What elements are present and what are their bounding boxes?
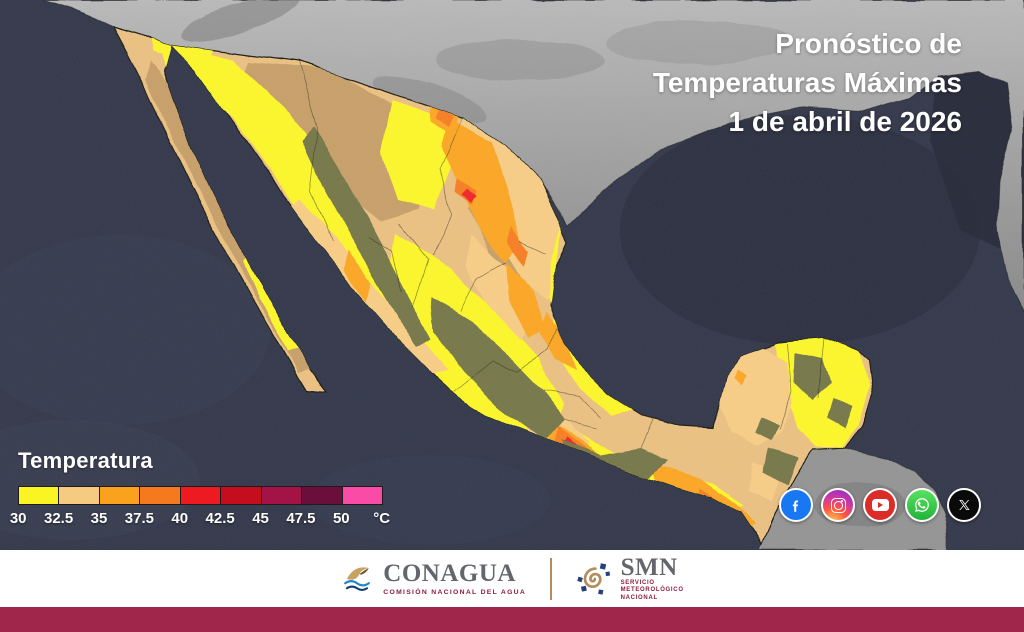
legend-segment: [59, 487, 100, 504]
title-line-2: Temperaturas Máximas: [652, 67, 962, 98]
legend-tick: 32.5: [43, 510, 74, 527]
play-glyph: [871, 499, 889, 511]
map-title: Pronóstico de Temperaturas Máximas 1 de …: [653, 24, 962, 141]
map-area: Pronóstico de Temperaturas Máximas 1 de …: [0, 0, 1024, 550]
legend-tick: 50: [332, 510, 350, 527]
legend-tick: 37.5: [124, 510, 154, 527]
legend-tick: 35: [90, 510, 108, 527]
legend-segment: [99, 487, 141, 504]
smn-tagline: SERVICIO METEOROLÓGICO NACIONAL: [620, 579, 684, 601]
legend-segment: [342, 487, 382, 504]
title-line-1: Pronóstico de: [775, 28, 962, 59]
facebook-icon[interactable]: [779, 488, 813, 522]
legend-tick: 42.5: [205, 510, 235, 527]
legend-segment: [140, 487, 181, 504]
social-icons: [779, 488, 981, 522]
legend-tick-labels: 30 32.5 35 37.5 40 42.5 45 47.5 50 °C: [0, 510, 402, 527]
conagua-wordmark: CONAGUA: [383, 560, 516, 587]
legend-color-bar: [18, 486, 383, 505]
conagua-eagle-icon: [344, 566, 371, 591]
conagua-logo: CONAGUA COMISIÓN NACIONAL DEL AGUA: [340, 561, 526, 596]
title-date: 1 de abril de 2026: [728, 106, 962, 137]
legend-segment: [221, 487, 262, 504]
legend-unit: °C: [373, 510, 391, 527]
smn-wordmark: SMN: [620, 553, 678, 581]
whatsapp-icon[interactable]: [905, 488, 939, 522]
mexico-temperature-map: [0, 0, 1024, 550]
logo-divider: [550, 557, 552, 600]
legend-tick: 45: [252, 510, 269, 527]
x-twitter-icon[interactable]: [947, 488, 981, 522]
legend-segment: [19, 487, 60, 504]
legend-tick: 40: [171, 510, 189, 527]
guinda-bottom-bar: [0, 607, 1024, 632]
conagua-tagline: COMISIÓN NACIONAL DEL AGUA: [383, 589, 527, 596]
legend-tick: 47.5: [286, 510, 316, 527]
instagram-icon[interactable]: [821, 488, 855, 522]
legend-segment: [261, 487, 303, 504]
legend-segment: [180, 487, 222, 504]
smn-spiral-icon: [576, 562, 610, 595]
smn-logo: SMN SERVICIO METEOROLÓGICO NACIONAL: [576, 555, 684, 603]
satellite-grain-texture: [0, 0, 1024, 550]
legend-segment: [302, 487, 343, 504]
youtube-icon[interactable]: [863, 488, 897, 522]
legend-tick: 30: [9, 510, 27, 527]
camera-glyph: [830, 497, 846, 513]
footer-bar: CONAGUA COMISIÓN NACIONAL DEL AGUA SMN S…: [0, 550, 1024, 607]
temperature-legend: Temperatura 30 32.5 35 37.5 40 42.5 45: [10, 448, 402, 527]
legend-title: Temperatura: [18, 448, 153, 473]
